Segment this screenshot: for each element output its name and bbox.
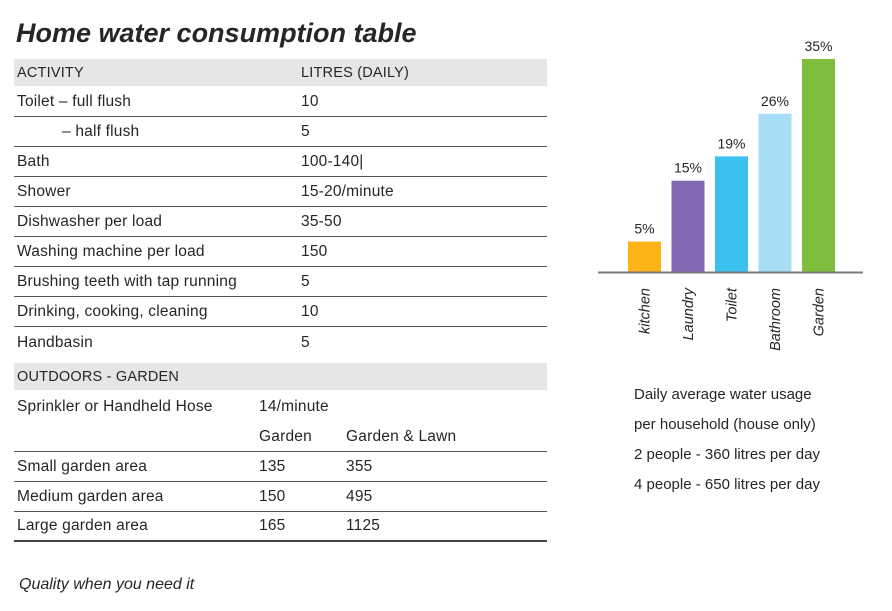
bar-bathroom [758, 113, 792, 273]
litres-cell: 5 [301, 122, 310, 140]
category-label: Laundry [681, 287, 697, 340]
table-row: Bath 100-140| [14, 147, 547, 177]
activity-cell: Washing machine per load [17, 242, 205, 260]
table-row: Dishwasher per load 35-50 [14, 207, 547, 237]
garden-lawn-cell: 495 [346, 487, 373, 505]
category-label: Toilet [725, 287, 741, 322]
litres-cell: 10 [301, 92, 319, 110]
litres-cell: 15-20/minute [301, 182, 394, 200]
area-cell: Large garden area [17, 517, 148, 534]
garden-cell: 150 [259, 487, 286, 505]
bar-value-label: 19% [717, 135, 745, 151]
table-row: Toilet – full flush 10 [14, 87, 547, 117]
page-title: Home water consumption table [16, 18, 417, 48]
bar-value-label: 5% [634, 221, 654, 237]
garden-column-header: Garden [259, 427, 312, 445]
activity-cell: – half flush [62, 122, 140, 140]
table-row: Washing machine per load 150 [14, 237, 547, 267]
category-label: Garden [812, 288, 828, 336]
garden-lawn-cell: 355 [346, 457, 373, 475]
garden-columns-row: Garden Garden & Lawn [14, 422, 547, 452]
sprinkler-value: 14/minute [259, 398, 329, 415]
activity-cell: Handbasin [17, 334, 93, 351]
litres-cell: 5 [301, 272, 310, 290]
activity-cell: Bath [17, 152, 50, 170]
sprinkler-row: Sprinkler or Handheld Hose 14/minute [14, 392, 547, 422]
table-header: ACTIVITY LITRES (DAILY) [14, 59, 547, 86]
table-row: – half flush 5 [14, 117, 547, 147]
area-cell: Small garden area [17, 457, 148, 475]
bar-value-label: 26% [761, 93, 789, 109]
garden-cell: 165 [259, 517, 286, 534]
usage-note-line: 2 people - 360 litres per day [634, 446, 820, 463]
tagline: Quality when you need it [19, 576, 195, 593]
table-row: Medium garden area 150 495 [14, 482, 547, 512]
bar-value-label: 35% [804, 38, 832, 54]
litres-cell: 10 [301, 302, 319, 320]
activity-cell: Shower [17, 182, 71, 200]
area-cell: Medium garden area [17, 487, 164, 505]
water-usage-bar-chart: 5% kitchen 15% Laundry 19% Toilet 26% Bathroom 3… [598, 38, 863, 351]
usage-note-line: 4 people - 650 litres per day [634, 476, 820, 493]
table-row: Handbasin 5 [14, 328, 547, 358]
bar-garden [802, 59, 835, 272]
bar-toilet [715, 156, 748, 272]
litres-cell: 35-50 [301, 212, 342, 230]
usage-note-line: Daily average water usage [634, 386, 812, 403]
garden-lawn-cell: 1125 [346, 517, 381, 534]
activity-column-header: ACTIVITY [17, 64, 84, 81]
litres-cell: 5 [301, 334, 310, 351]
activity-cell: Toilet – full flush [17, 92, 132, 110]
bar-laundry [671, 180, 705, 272]
category-label: kitchen [638, 288, 654, 334]
table-row: Small garden area 135 355 [14, 452, 547, 482]
table-row: Shower 15-20/minute [14, 177, 547, 207]
table-row: Drinking, cooking, cleaning 10 [14, 297, 547, 327]
table-row: Brushing teeth with tap running 5 [14, 267, 547, 297]
category-label: Bathroom [768, 288, 784, 351]
garden-cell: 135 [259, 457, 286, 475]
outdoors-header: OUTDOORS - GARDEN [14, 363, 547, 390]
litres-column-header: LITRES (DAILY) [301, 64, 410, 81]
bar-value-label: 15% [674, 160, 702, 176]
bar-kitchen [628, 241, 661, 272]
activity-cell: Drinking, cooking, cleaning [17, 302, 208, 320]
table-row: Large garden area 165 1125 [14, 512, 547, 542]
outdoors-header-label: OUTDOORS - GARDEN [17, 368, 180, 385]
sprinkler-label: Sprinkler or Handheld Hose [17, 398, 213, 415]
usage-note: Daily average water usage per household … [634, 380, 820, 500]
activity-cell: Dishwasher per load [17, 212, 163, 230]
usage-note-line: per household (house only) [634, 416, 816, 433]
litres-cell: 150 [301, 242, 328, 260]
litres-cell: 100-140| [301, 152, 364, 170]
garden-lawn-column-header: Garden & Lawn [346, 427, 457, 445]
activity-cell: Brushing teeth with tap running [17, 272, 237, 290]
